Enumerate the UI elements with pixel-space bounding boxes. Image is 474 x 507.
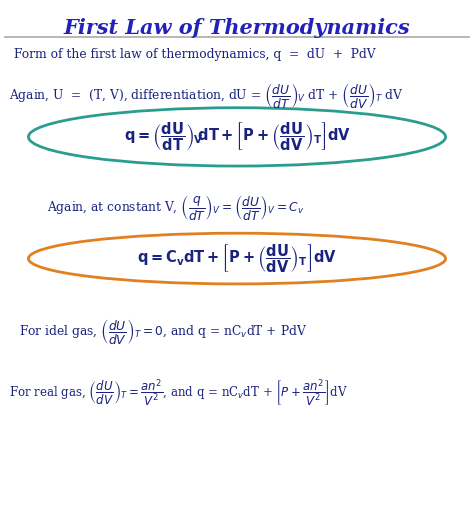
Text: For real gas, $\left(\dfrac{dU}{dV}\right)_T = \dfrac{an^2}{V^2}$, and q = nC$_v: For real gas, $\left(\dfrac{dU}{dV}\righ… [9, 378, 348, 409]
Text: First Law of Thermodynamics: First Law of Thermodynamics [64, 18, 410, 38]
Text: $\mathbf{q = C_v dT + \left[P + \left(\dfrac{dU}{dV}\right)_T\right] dV}$: $\mathbf{q = C_v dT + \left[P + \left(\d… [137, 242, 337, 275]
Text: Again, U  =  (T, V), differentiation, dU = $\left(\dfrac{dU}{dT}\right)_V$ dT + : Again, U = (T, V), differentiation, dU =… [9, 81, 404, 110]
Text: Form of the first law of thermodynamics, q  =  dU  +  PdV: Form of the first law of thermodynamics,… [14, 48, 376, 61]
Text: Again, at constant V, $\left(\dfrac{q}{dT}\right)_V = \left(\dfrac{dU}{dT}\right: Again, at constant V, $\left(\dfrac{q}{d… [47, 193, 305, 222]
Text: $\mathbf{q = \left(\dfrac{dU}{dT}\right)_V \!\! dT + \left[P + \left(\dfrac{dU}{: $\mathbf{q = \left(\dfrac{dU}{dT}\right)… [124, 121, 350, 153]
Text: For idel gas, $\left(\dfrac{dU}{dV}\right)_T = 0$, and q = nC$_v$dT + PdV: For idel gas, $\left(\dfrac{dU}{dV}\righ… [19, 317, 307, 346]
